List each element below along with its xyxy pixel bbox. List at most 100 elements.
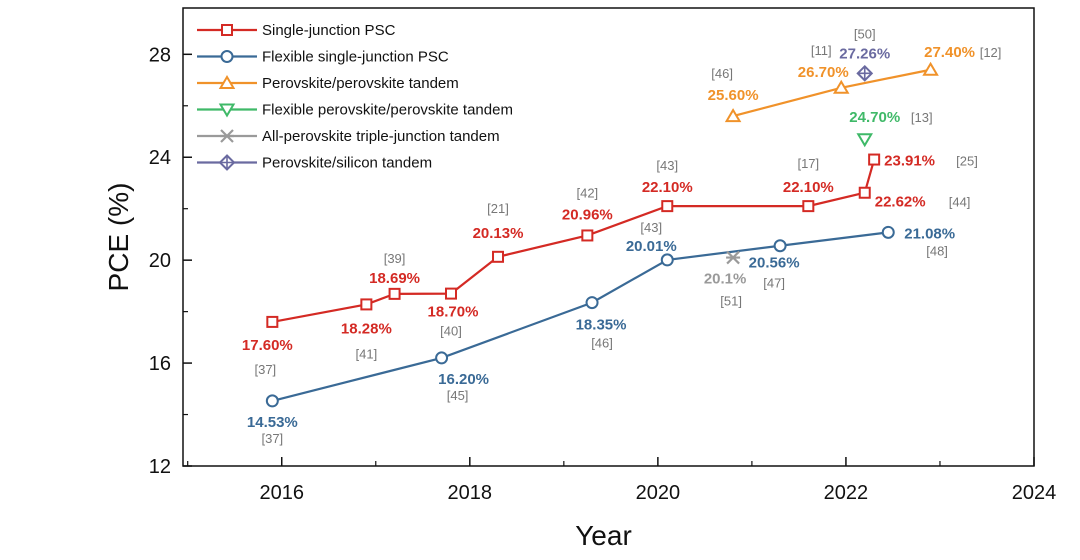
data-point-0-8 <box>858 186 871 199</box>
value-label: 21.08% <box>904 225 955 242</box>
data-point-0-5-shape <box>581 229 594 242</box>
legend-label: Flexible single-junction PSC <box>262 49 449 66</box>
data-point-2-2 <box>922 61 939 76</box>
legend-marker-0-shape <box>221 24 233 36</box>
value-label: 18.70% <box>428 304 479 321</box>
value-label: 17.60% <box>242 337 293 354</box>
data-point-2-1 <box>832 79 850 94</box>
data-point-1-5 <box>881 225 895 239</box>
data-point-1-0-shape <box>265 394 279 408</box>
legend-label: Flexible perovskite/perovskite tandem <box>262 102 513 119</box>
reference-label: [50] <box>854 26 876 41</box>
value-label: 14.53% <box>247 414 298 431</box>
reference-label: [17] <box>797 156 819 171</box>
data-point-0-9-shape <box>868 153 881 166</box>
data-point-3-0 <box>856 133 873 148</box>
reference-label: [12] <box>980 45 1002 60</box>
value-label: 27.40% <box>924 44 975 61</box>
data-point-1-4 <box>773 239 787 253</box>
value-label: 20.01% <box>626 238 677 255</box>
legend-marker-1-shape <box>220 50 234 63</box>
data-point-2-0 <box>724 108 742 123</box>
data-point-1-2 <box>585 296 599 310</box>
legend-label: Single-junction PSC <box>262 22 396 39</box>
data-point-1-2-shape <box>585 296 599 310</box>
y-tick-label: 16 <box>149 353 171 375</box>
data-point-1-3 <box>660 253 674 267</box>
value-label: 18.69% <box>369 270 420 287</box>
reference-label: [41] <box>356 346 378 361</box>
legend-label: Perovskite/perovskite tandem <box>262 75 459 92</box>
data-point-1-1 <box>435 351 449 365</box>
value-label: 22.62% <box>875 194 926 211</box>
reference-label: [43] <box>640 220 662 235</box>
value-label: 20.96% <box>562 206 613 223</box>
value-label: 27.26% <box>839 45 890 62</box>
data-point-2-0-shape <box>724 108 742 123</box>
x-tick-label: 2022 <box>824 482 869 504</box>
data-point-2-1-shape <box>832 79 850 94</box>
data-point-0-4 <box>492 250 505 263</box>
data-point-0-8-shape <box>858 186 871 199</box>
data-point-1-4-shape <box>773 239 787 253</box>
legend-marker-5 <box>218 154 236 171</box>
data-point-4-0 <box>726 250 741 265</box>
y-tick-label: 20 <box>149 250 171 272</box>
value-label: 26.70% <box>798 64 849 81</box>
data-point-5-0-cross <box>857 66 872 81</box>
legend-marker-2 <box>218 75 236 89</box>
reference-label: [42] <box>576 185 598 200</box>
reference-label: [39] <box>384 251 406 266</box>
series-line-0 <box>272 159 876 323</box>
legend-marker-3-shape <box>218 103 236 118</box>
reference-label: [25] <box>956 154 978 169</box>
legend-marker-1 <box>220 50 234 63</box>
data-point-1-0 <box>265 394 279 408</box>
data-point-0-0-shape <box>266 315 279 328</box>
y-axis-title: PCE (%) <box>103 183 134 292</box>
data-point-0-1 <box>360 298 373 311</box>
value-label: 20.56% <box>749 255 800 272</box>
plot-frame <box>182 7 1035 467</box>
legend-marker-2-shape <box>218 75 236 89</box>
data-point-1-1-shape <box>435 351 449 365</box>
reference-label: [21] <box>487 201 509 216</box>
x-tick-label: 2024 <box>1012 482 1057 504</box>
value-label: 25.60% <box>708 87 759 104</box>
legend-marker-4 <box>220 129 234 143</box>
reference-label: [46] <box>711 66 733 81</box>
data-point-0-3 <box>444 287 457 300</box>
value-label: 20.1% <box>704 271 747 288</box>
legend-marker-0 <box>221 24 233 36</box>
y-tick-label: 28 <box>149 44 171 66</box>
data-point-3-0-shape <box>856 133 873 148</box>
data-point-4-0-shape <box>726 250 741 265</box>
reference-label: [11] <box>811 43 832 58</box>
reference-label: [51] <box>720 294 742 309</box>
legend-marker-5-cross <box>220 155 234 170</box>
x-axis-title: Year <box>575 520 632 551</box>
value-label: 16.20% <box>438 371 489 388</box>
data-point-2-2-shape <box>922 61 939 76</box>
data-point-0-7 <box>802 200 815 213</box>
x-tick-label: 2018 <box>448 482 493 504</box>
value-label: 18.35% <box>576 317 627 334</box>
data-point-0-4-shape <box>492 250 505 263</box>
value-label: 20.13% <box>473 225 524 242</box>
data-point-0-9 <box>868 153 881 166</box>
reference-label: [40] <box>440 324 462 339</box>
value-label: 18.28% <box>341 320 392 337</box>
reference-label: [37] <box>261 431 283 446</box>
series-line-1 <box>272 231 889 402</box>
value-label: 22.10% <box>642 179 693 196</box>
data-point-1-3-shape <box>660 253 674 267</box>
reference-label: [37] <box>254 362 276 377</box>
y-tick-label: 12 <box>149 456 171 478</box>
x-tick-label: 2020 <box>636 482 681 504</box>
reference-label: [46] <box>591 336 613 351</box>
data-point-1-5-shape <box>881 225 895 239</box>
x-tick-label: 2016 <box>259 482 304 504</box>
data-point-0-1-shape <box>360 298 373 311</box>
value-label: 23.91% <box>884 153 935 170</box>
